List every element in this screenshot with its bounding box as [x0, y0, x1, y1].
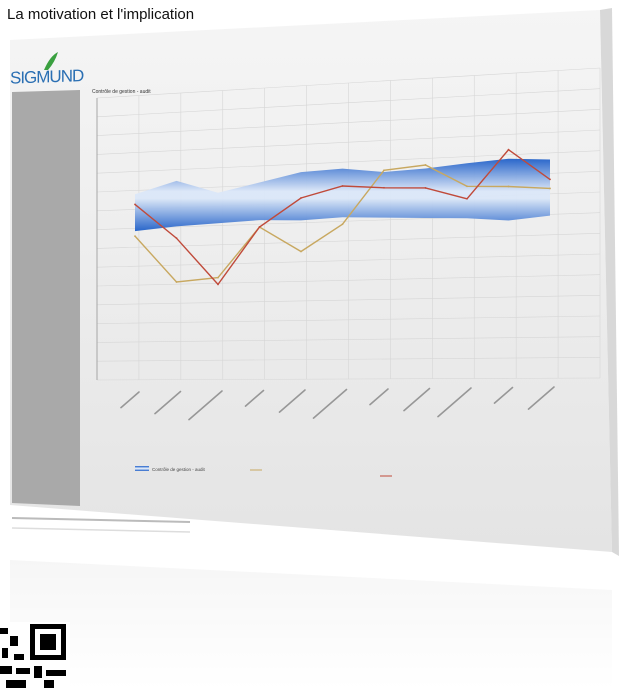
series-1-point	[466, 185, 468, 188]
chart-band	[135, 158, 550, 232]
chart-lines	[134, 148, 551, 286]
x-tick-label	[369, 388, 389, 406]
screen-edge	[600, 8, 619, 556]
series-1-point	[383, 169, 385, 172]
x-tick-label	[154, 390, 182, 415]
series-2-point	[300, 197, 302, 199]
series-2-point	[549, 178, 551, 181]
x-tick-label	[437, 387, 472, 418]
x-tick-label	[188, 390, 223, 421]
series-2-point	[383, 186, 385, 189]
series-1-point	[175, 281, 178, 283]
series-2-point	[341, 185, 344, 187]
chart-legend: Contrôle de gestion - audit	[135, 466, 392, 477]
series-1-point	[217, 276, 219, 279]
x-tick-label	[120, 391, 140, 409]
logo-text: SIGMUND	[10, 66, 84, 88]
legend-band-swatch	[135, 466, 149, 471]
series-2-point	[507, 148, 510, 151]
series-2-point	[466, 197, 468, 200]
series-1-point	[300, 250, 302, 253]
x-tick-label	[312, 388, 348, 419]
x-tick-label	[244, 389, 265, 407]
series-2-point	[175, 237, 178, 240]
x-tick-label	[403, 387, 431, 412]
x-tick-label	[493, 386, 514, 404]
series-1-point	[341, 223, 344, 226]
series-1-point	[507, 185, 510, 188]
leaf-icon	[44, 52, 58, 70]
logo: SIGMUND	[10, 52, 84, 88]
series-2-point	[134, 203, 136, 206]
band-area	[135, 158, 550, 232]
series-1-point	[134, 235, 136, 238]
series-2-point	[258, 226, 261, 228]
x-tick-labels	[120, 386, 555, 421]
chart-title: Contrôle de gestion - audit	[92, 89, 151, 95]
series-1-point	[549, 187, 551, 190]
series-2-point	[217, 283, 219, 286]
x-tick-label	[278, 389, 306, 413]
x-tick-label	[527, 386, 555, 410]
legend-band-label: Contrôle de gestion - audit	[152, 467, 206, 472]
qr-code-icon	[0, 622, 70, 690]
page-title: La motivation et l'implication	[7, 6, 195, 23]
slide-footer-line	[11, 517, 191, 523]
slide-sidebar	[12, 90, 80, 506]
series-2-point	[424, 187, 427, 189]
series-1-point	[424, 164, 427, 166]
